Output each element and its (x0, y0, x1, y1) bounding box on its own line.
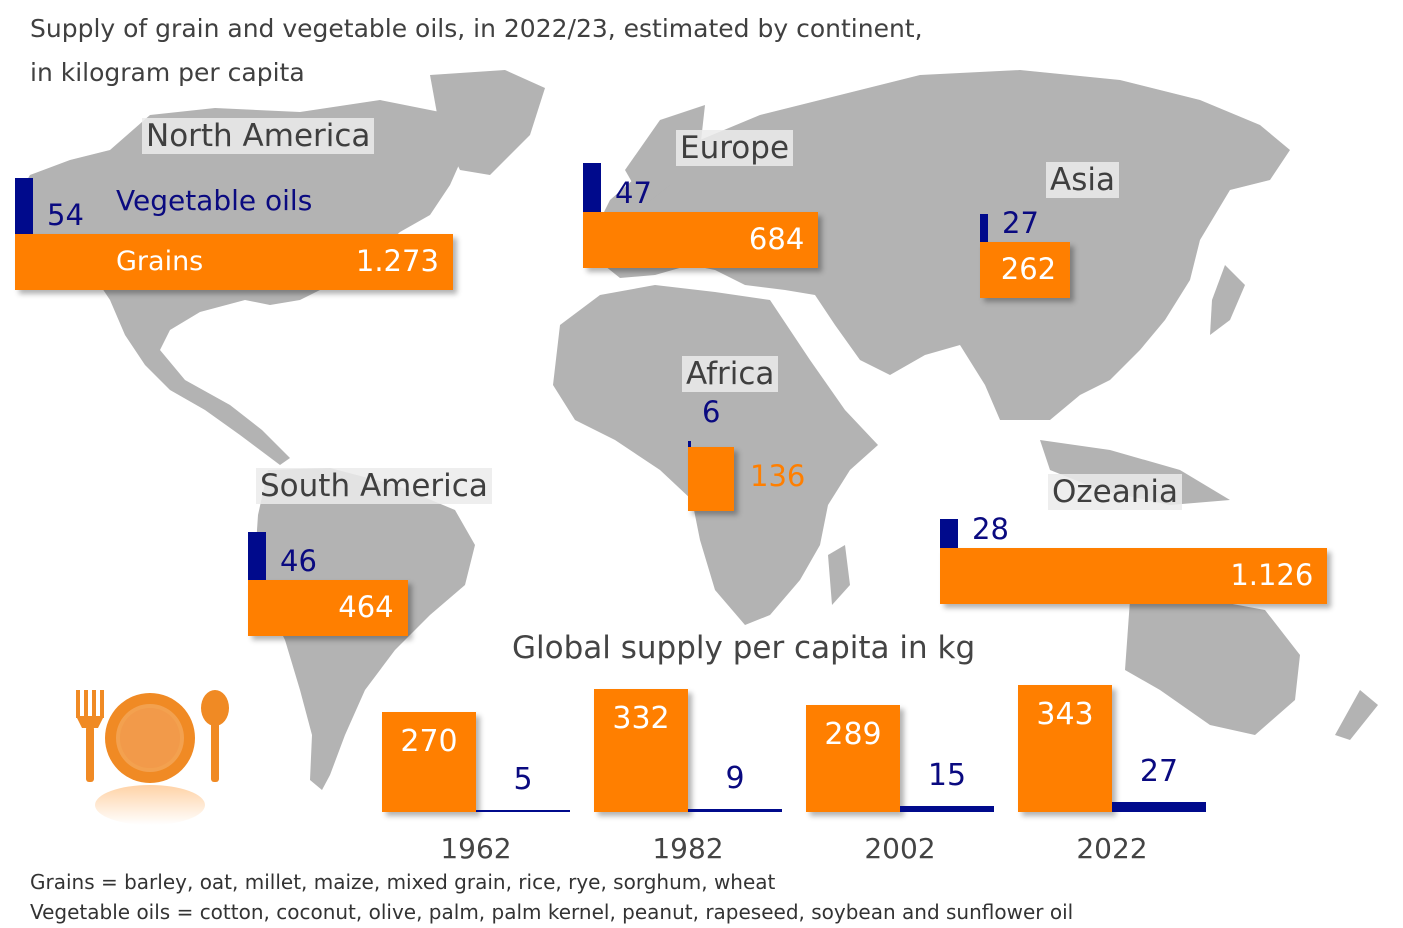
oil-bar-north-america (15, 177, 33, 234)
grain-bar-north-america (15, 234, 453, 290)
australia-landmass (1125, 598, 1300, 735)
global-grain-bar-2022 (1018, 685, 1112, 812)
footnote-grains: Grains = barley, oat, millet, maize, mix… (30, 870, 776, 894)
oil-bar-europe (583, 163, 601, 212)
legend-grains: Grains (116, 246, 204, 277)
oil-value-europe: 47 (615, 176, 652, 210)
global-grain-value-2022: 343 (1036, 697, 1094, 733)
continent-label-north-america: North America (142, 118, 375, 154)
footnote-oils: Vegetable oils = cotton, coconut, olive,… (30, 900, 1074, 924)
oil-bar-asia (980, 213, 988, 242)
oil-bar-africa (688, 440, 691, 447)
plate-cutlery-icon (76, 690, 229, 825)
global-oil-bar-2002 (900, 806, 994, 812)
continent-label-south-america: South America (256, 468, 492, 504)
grain-bar-ozeania (940, 548, 1328, 604)
global-grain-value-2002: 289 (824, 717, 882, 753)
grain-value-ozeania: 1.126 (1230, 558, 1314, 592)
global-oil-value-1962: 5 (513, 762, 533, 797)
grain-bar-europe (583, 212, 819, 268)
madagascar-landmass (828, 545, 850, 605)
oil-value-north-america: 54 (47, 198, 84, 232)
legend-vegetable-oils: Vegetable oils (116, 184, 313, 217)
continent-label-europe: Europe (676, 130, 794, 166)
continent-label-africa: Africa (682, 356, 779, 392)
grain-value-asia: 262 (1000, 252, 1057, 286)
global-grain-value-1982: 332 (612, 701, 670, 737)
global-oil-value-1982: 9 (725, 760, 745, 796)
continent-label-ozeania: Ozeania (1048, 474, 1182, 510)
global-grain-bar-1982 (594, 689, 688, 812)
plate-icon (105, 693, 195, 783)
grain-value-north-america: 1.273 (355, 244, 439, 278)
chart-title-line2: in kilogram per capita (30, 58, 305, 87)
global-oil-value-2002: 15 (927, 758, 967, 794)
japan-landmass (1210, 265, 1245, 335)
global-grain-value-1962: 270 (400, 724, 458, 760)
grain-value-europe: 684 (748, 222, 805, 256)
global-oil-bar-2022 (1112, 802, 1206, 812)
greenland-landmass (430, 70, 545, 175)
oil-value-south-america: 46 (280, 544, 317, 578)
southeast-asia-islands (1040, 440, 1230, 505)
grain-value-south-america: 464 (338, 590, 394, 624)
year-label-1982: 1982 (652, 832, 724, 865)
grain-bar-south-america (248, 580, 408, 636)
chart-title-line1: Supply of grain and vegetable oils, in 2… (30, 14, 923, 43)
spoon-icon (201, 690, 229, 782)
oil-value-africa: 6 (702, 395, 721, 429)
oil-value-asia: 27 (1002, 206, 1039, 240)
oil-bar-south-america (248, 532, 266, 580)
oil-value-ozeania: 28 (972, 512, 1009, 546)
global-chart-title: Global supply per capita in kg (512, 630, 976, 666)
global-oil-value-2022: 27 (1139, 754, 1179, 789)
grain-bar-africa (688, 447, 734, 511)
global-grain-bar-2002 (806, 705, 900, 812)
fork-icon (76, 690, 104, 782)
global-oil-bar-1982 (688, 808, 782, 812)
global-oil-bar-1962 (476, 810, 570, 812)
grain-value-africa: 136 (750, 459, 806, 493)
year-label-2022: 2022 (1076, 832, 1148, 865)
oil-bar-ozeania (940, 518, 958, 548)
year-label-1962: 1962 (440, 832, 512, 865)
year-label-2002: 2002 (864, 832, 936, 865)
global-grain-bar-1962 (382, 712, 476, 812)
new-zealand-landmass (1335, 690, 1378, 740)
continent-label-asia: Asia (1046, 162, 1119, 198)
grain-bar-asia (980, 242, 1071, 298)
